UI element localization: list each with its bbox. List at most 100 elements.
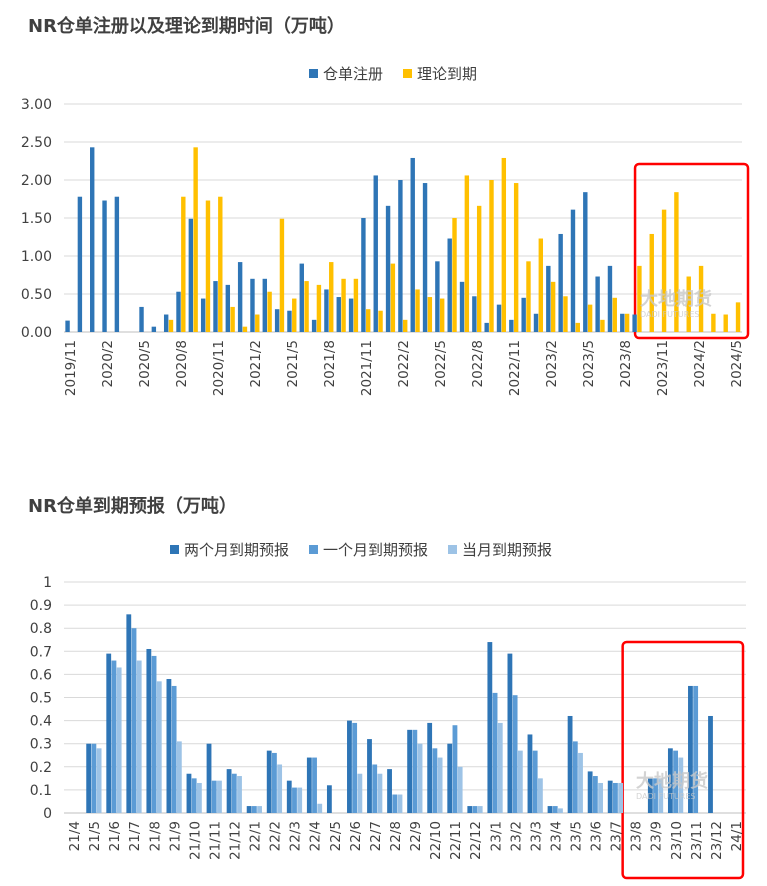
x-tick-label: 2022/2 — [396, 340, 412, 388]
x-tick-label: 23/5 — [569, 821, 585, 851]
bar-理论到期 — [193, 147, 198, 332]
bar-一个月到期预报 — [392, 794, 398, 813]
x-tick-label: 23/12 — [709, 821, 725, 860]
x-tick-label: 2020/5 — [137, 340, 153, 388]
legend-label-两个月到期预报: 两个月到期预报 — [184, 541, 289, 559]
bar-仓单注册 — [77, 196, 83, 332]
bar-理论到期 — [279, 218, 285, 332]
bar-一个月到期预报 — [693, 685, 699, 813]
bar-仓单注册 — [114, 196, 120, 332]
bar-理论到期 — [242, 326, 248, 332]
y-tick-label: 0.5 — [30, 691, 52, 707]
bar-仓单注册 — [583, 192, 588, 332]
y-tick-label: 3.00 — [21, 97, 52, 113]
x-tick-label: 21/10 — [187, 821, 203, 860]
bar-仓单注册 — [250, 278, 255, 332]
x-tick-label: 21/11 — [207, 821, 223, 860]
bar-当月到期预报 — [598, 782, 603, 813]
bar-当月到期预报 — [457, 766, 463, 813]
x-tick-label: 2020/2 — [100, 340, 116, 388]
bar-仓单注册 — [595, 276, 600, 332]
x-tick-label: 22/4 — [308, 821, 324, 851]
bar-两个月到期预报 — [587, 771, 593, 813]
bar-两个月到期预报 — [667, 748, 673, 813]
bar-两个月到期预报 — [306, 757, 312, 813]
bar-一个月到期预报 — [211, 780, 217, 813]
x-tick-label: 2021/2 — [248, 340, 264, 388]
x-tick-label: 2020/8 — [174, 340, 190, 388]
bar-一个月到期预报 — [412, 729, 418, 813]
bar-理论到期 — [353, 278, 359, 332]
bar-理论到期 — [329, 262, 334, 332]
bar-一个月到期预报 — [171, 685, 177, 813]
x-tick-label: 22/3 — [288, 821, 304, 851]
bar-一个月到期预报 — [292, 787, 297, 813]
watermark-text: 大地期货 — [640, 288, 712, 310]
x-tick-label: 22/10 — [428, 821, 444, 860]
bar-当月到期预报 — [257, 806, 262, 813]
bar-理论到期 — [575, 322, 580, 332]
x-tick-label: 2023/5 — [581, 340, 597, 388]
y-tick-label: 0.3 — [30, 737, 52, 753]
bar-一个月到期预报 — [452, 725, 458, 813]
bar-当月到期预报 — [377, 773, 383, 813]
x-tick-label: 24/1 — [729, 821, 745, 851]
bar-仓单注册 — [620, 313, 625, 332]
x-tick-label: 2024/2 — [692, 340, 708, 388]
bar-一个月到期预报 — [272, 752, 277, 813]
chart2-title: NR仓单到期预报（万吨） — [28, 496, 237, 517]
bar-当月到期预报 — [517, 750, 523, 813]
bar-理论到期 — [538, 238, 544, 332]
legend-label-仓单注册: 仓单注册 — [323, 65, 383, 83]
legend-swatch-当月到期预报 — [448, 545, 457, 554]
x-tick-label: 22/12 — [468, 821, 484, 860]
y-tick-label: 0.6 — [30, 667, 52, 683]
bar-当月到期预报 — [477, 806, 483, 813]
bar-当月到期预报 — [497, 722, 503, 813]
bar-仓单注册 — [521, 297, 526, 332]
x-tick-label: 2021/11 — [359, 340, 375, 396]
x-tick-label: 21/5 — [87, 821, 103, 851]
bar-仓单注册 — [274, 309, 280, 332]
y-tick-label: 2.00 — [21, 173, 52, 189]
bar-仓单注册 — [410, 157, 415, 332]
y-tick-label: 0.2 — [30, 760, 52, 776]
highlight-box — [621, 640, 745, 880]
bar-两个月到期预报 — [246, 806, 252, 813]
bar-两个月到期预报 — [607, 780, 613, 813]
y-tick-label: 0.50 — [21, 287, 52, 303]
bar-理论到期 — [439, 298, 445, 332]
y-tick-label: 0.7 — [30, 644, 52, 660]
bar-当月到期预报 — [116, 667, 122, 813]
bar-理论到期 — [476, 205, 482, 332]
bar-当月到期预报 — [277, 764, 283, 813]
bar-理论到期 — [587, 304, 593, 332]
bar-一个月到期预报 — [251, 806, 257, 813]
bar-当月到期预报 — [217, 780, 222, 813]
bar-理论到期 — [366, 309, 371, 332]
x-tick-label: 22/7 — [368, 821, 384, 851]
x-tick-label: 23/2 — [508, 821, 524, 851]
x-tick-label: 21/12 — [228, 821, 244, 860]
bar-仓单注册 — [299, 263, 304, 332]
bar-仓单注册 — [373, 175, 378, 332]
x-tick-label: 2023/2 — [544, 340, 560, 388]
chart1-title: NR仓单注册以及理论到期时间（万吨） — [28, 16, 345, 37]
x-tick-label: 21/6 — [107, 821, 123, 851]
bar-当月到期预报 — [196, 782, 202, 813]
bar-当月到期预报 — [397, 794, 403, 813]
x-tick-label: 21/9 — [167, 821, 183, 851]
bar-理论到期 — [205, 200, 211, 332]
x-tick-label: 2023/8 — [618, 340, 634, 388]
bar-理论到期 — [427, 297, 433, 332]
bar-理论到期 — [267, 291, 272, 332]
bar-当月到期预报 — [136, 660, 142, 813]
bar-仓单注册 — [385, 205, 391, 332]
bar-两个月到期预报 — [447, 743, 453, 813]
y-tick-label: 0.00 — [21, 325, 52, 341]
x-tick-label: 2019/11 — [63, 340, 79, 396]
legend-swatch-两个月到期预报 — [170, 545, 179, 554]
bar-一个月到期预报 — [372, 764, 378, 813]
bar-仓单注册 — [546, 265, 551, 332]
bar-理论到期 — [686, 276, 691, 332]
